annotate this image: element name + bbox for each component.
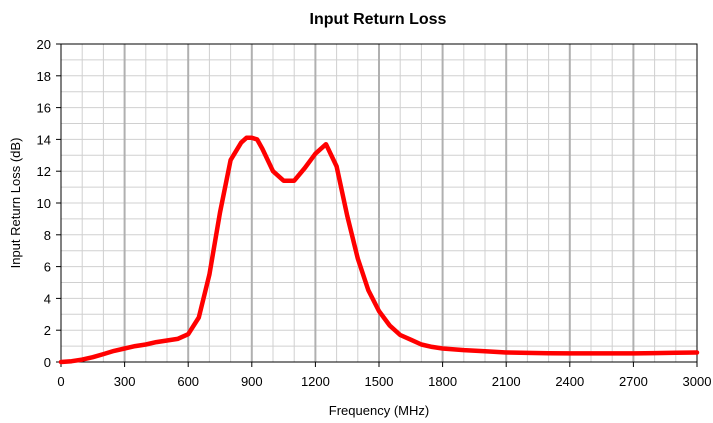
axis-ticks: 0 300 600 900 1200 1500 1800 2100 2400 2700 3000 0 2… [37, 37, 712, 389]
x-tick-label: 1800 [428, 374, 457, 389]
x-tick-label: 300 [114, 374, 136, 389]
y-tick-label: 10 [37, 196, 51, 211]
series-layer [58, 135, 700, 365]
y-axis-label: Input Return Loss (dB) [8, 138, 23, 269]
x-tick-label: 600 [177, 374, 199, 389]
y-tick-label: 16 [37, 101, 51, 116]
x-tick-label: 2700 [619, 374, 648, 389]
y-tick-label: 18 [37, 69, 51, 84]
x-tick-label: 1200 [301, 374, 330, 389]
y-tick-label: 14 [37, 132, 51, 147]
grid [61, 44, 697, 362]
series-line-return-loss [58, 135, 700, 365]
y-tick-label: 4 [44, 291, 51, 306]
x-tick-label: 2400 [555, 374, 584, 389]
y-tick-label: 12 [37, 164, 51, 179]
y-tick-label: 2 [44, 323, 51, 338]
y-tick-label: 0 [44, 355, 51, 370]
y-tick-label: 20 [37, 37, 51, 52]
chart-title: Input Return Loss [310, 11, 447, 28]
x-axis-label: Frequency (MHz) [329, 403, 429, 418]
x-tick-label: 0 [57, 374, 64, 389]
x-tick-label: 3000 [683, 374, 712, 389]
y-tick-label: 8 [44, 228, 51, 243]
x-tick-label: 1500 [365, 374, 394, 389]
x-tick-label: 900 [241, 374, 263, 389]
y-tick-label: 6 [44, 260, 51, 275]
x-tick-label: 2100 [492, 374, 521, 389]
